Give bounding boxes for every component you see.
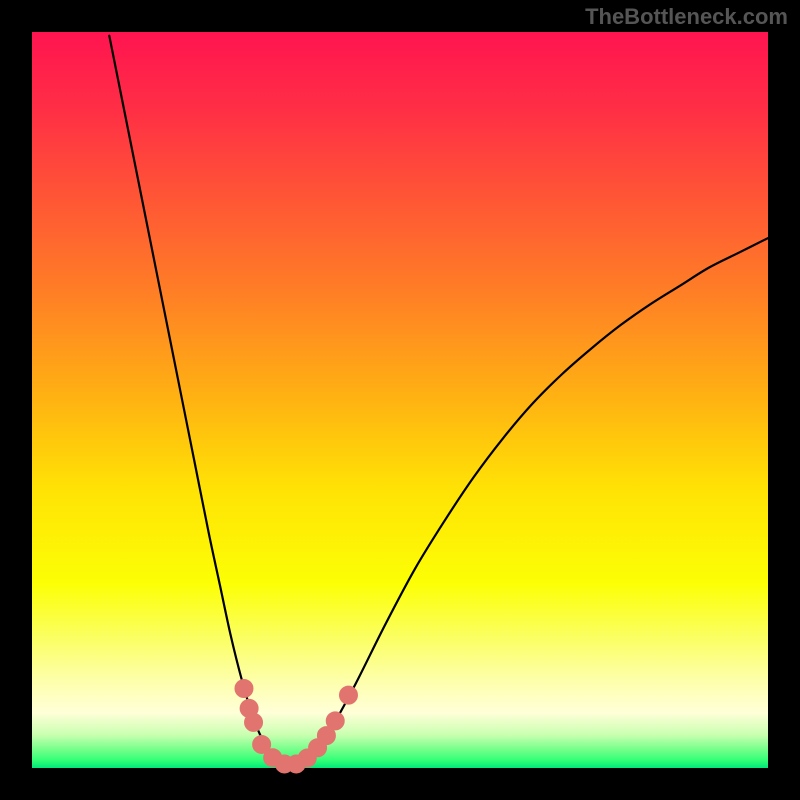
attribution-text: TheBottleneck.com: [585, 4, 788, 30]
data-marker: [339, 686, 357, 704]
data-marker: [245, 713, 263, 731]
data-marker: [235, 680, 253, 698]
data-marker: [326, 712, 344, 730]
chart-canvas: [0, 0, 800, 800]
plot-background: [32, 32, 768, 768]
